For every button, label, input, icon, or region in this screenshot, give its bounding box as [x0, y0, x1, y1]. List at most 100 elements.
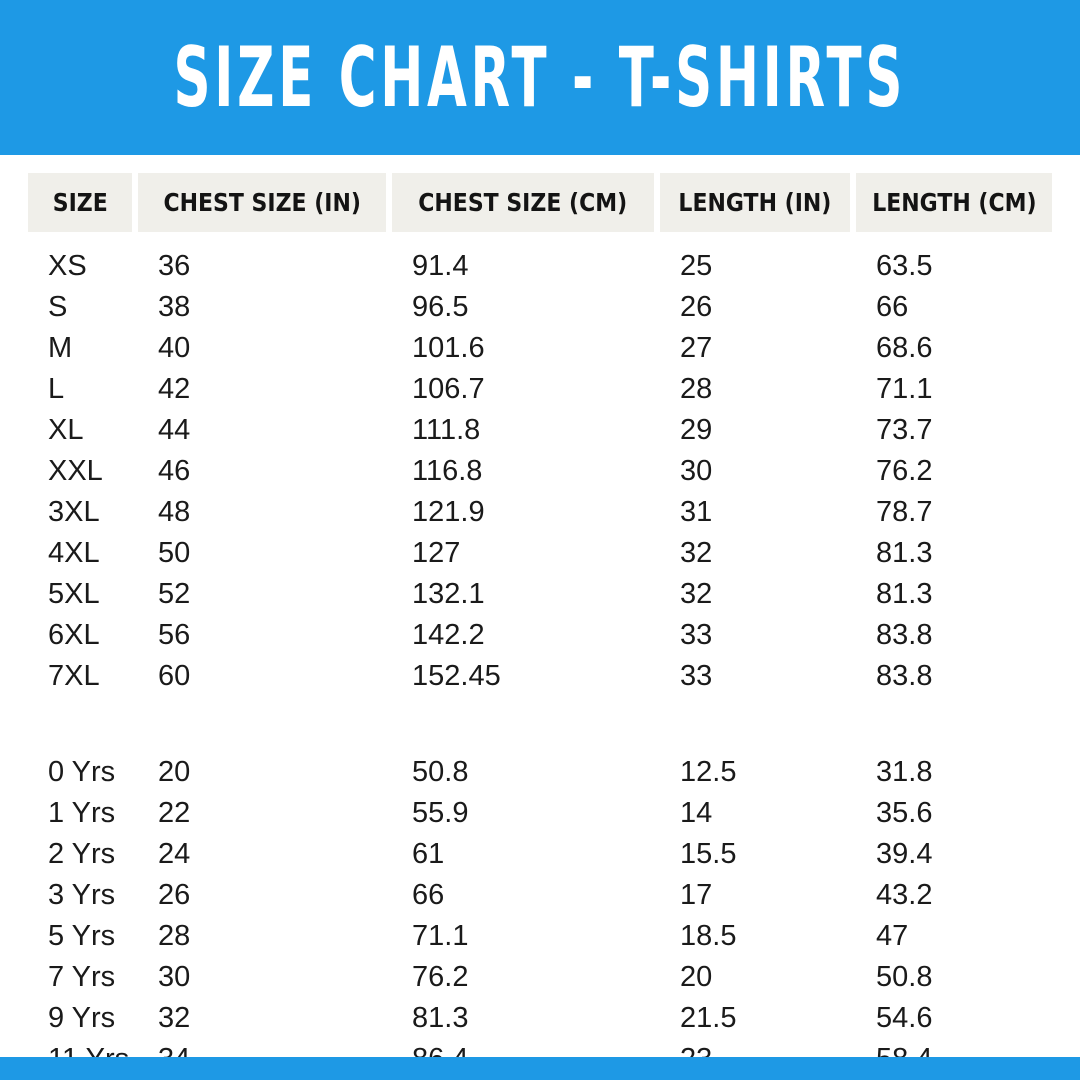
cell-size: S [48, 291, 68, 323]
cell-size: M [48, 332, 73, 364]
table-row: 3 Yrs 26 66 17 43.2 [28, 875, 1052, 916]
cell-chest-in: 56 [158, 619, 191, 651]
cell-chest-cm: 121.9 [412, 496, 485, 528]
cell-length-in: 25 [680, 250, 713, 282]
cell-length-cm: 63.5 [876, 250, 933, 282]
cell-size: 7XL [48, 660, 100, 692]
cell-length-cm: 73.7 [876, 414, 933, 446]
cell-length-in: 32 [680, 578, 713, 610]
cell-chest-in: 48 [158, 496, 191, 528]
column-header-size: SIZE [28, 173, 138, 232]
table-row: 4XL 50 127 32 81.3 [28, 533, 1052, 574]
cell-chest-cm: 116.8 [412, 455, 483, 487]
cell-size: 0 Yrs [48, 756, 116, 788]
cell-size: 5XL [48, 578, 100, 610]
table-row: 3XL 48 121.9 31 78.7 [28, 492, 1052, 533]
page-title: SIZE CHART - T-SHIRTS [173, 29, 907, 126]
table-row: S 38 96.5 26 66 [28, 287, 1052, 328]
table-row: M 40 101.6 27 68.6 [28, 328, 1052, 369]
column-header-chest-in: CHEST SIZE (IN) [138, 173, 392, 232]
cell-length-in: 21.5 [680, 1002, 737, 1034]
cell-length-cm: 31.8 [876, 756, 933, 788]
column-header-chest-cm-label: CHEST SIZE (CM) [418, 188, 628, 217]
cell-chest-in: 40 [158, 332, 191, 364]
cell-chest-cm: 66 [412, 879, 445, 911]
cell-chest-cm: 127 [412, 537, 461, 569]
cell-length-cm: 47 [876, 920, 909, 952]
footer-strip [0, 1057, 1080, 1080]
cell-chest-in: 30 [158, 961, 191, 993]
section-spacer-row [28, 697, 1052, 752]
cell-size: XXL [48, 455, 103, 487]
header-banner: SIZE CHART - T-SHIRTS [0, 0, 1080, 155]
cell-size: 9 Yrs [48, 1002, 116, 1034]
cell-chest-in: 20 [158, 756, 191, 788]
column-header-length-in-label: LENGTH (IN) [678, 188, 832, 217]
cell-size: 2 Yrs [48, 838, 116, 870]
cell-chest-cm: 101.6 [412, 332, 485, 364]
column-header-length-in: LENGTH (IN) [660, 173, 856, 232]
spacer-cell [28, 697, 138, 752]
cell-chest-in: 32 [158, 1002, 191, 1034]
cell-length-in: 14 [680, 797, 713, 829]
cell-chest-cm: 81.3 [412, 1002, 469, 1034]
cell-chest-in: 60 [158, 660, 191, 692]
column-header-chest-in-label: CHEST SIZE (IN) [163, 188, 361, 217]
cell-length-in: 18.5 [680, 920, 737, 952]
cell-size: 3XL [48, 496, 100, 528]
table-header: SIZE CHEST SIZE (IN) CHEST SIZE (CM) LEN… [28, 173, 1052, 232]
cell-chest-cm: 96.5 [412, 291, 469, 323]
spacer-cell [856, 697, 1052, 752]
cell-chest-in: 28 [158, 920, 191, 952]
cell-length-in: 26 [680, 291, 713, 323]
cell-size: 7 Yrs [48, 961, 116, 993]
cell-length-cm: 66 [876, 291, 909, 323]
table-row: 2 Yrs 24 61 15.5 39.4 [28, 834, 1052, 875]
cell-size: 6XL [48, 619, 100, 651]
cell-chest-cm: 106.7 [412, 373, 485, 405]
cell-chest-cm: 132.1 [412, 578, 485, 610]
cell-size: XL [48, 414, 84, 446]
cell-length-in: 32 [680, 537, 713, 569]
table-row: 9 Yrs 32 81.3 21.5 54.6 [28, 998, 1052, 1039]
cell-size: L [48, 373, 65, 405]
cell-chest-cm: 71.1 [412, 920, 469, 952]
cell-size: XS [48, 250, 87, 282]
column-header-length-cm-label: LENGTH (CM) [871, 188, 1037, 217]
cell-size: 5 Yrs [48, 920, 116, 952]
cell-length-cm: 50.8 [876, 961, 933, 993]
cell-size: 4XL [48, 537, 100, 569]
cell-chest-cm: 142.2 [412, 619, 485, 651]
cell-length-in: 12.5 [680, 756, 737, 788]
cell-length-in: 31 [680, 496, 713, 528]
cell-chest-in: 26 [158, 879, 191, 911]
cell-length-in: 29 [680, 414, 713, 446]
column-header-chest-cm: CHEST SIZE (CM) [392, 173, 660, 232]
cell-chest-cm: 111.8 [412, 414, 481, 446]
cell-size: 3 Yrs [48, 879, 116, 911]
cell-chest-in: 38 [158, 291, 191, 323]
cell-length-cm: 76.2 [876, 455, 933, 487]
cell-length-cm: 35.6 [876, 797, 933, 829]
cell-length-in: 33 [680, 660, 713, 692]
cell-length-in: 17 [680, 879, 713, 911]
cell-length-cm: 83.8 [876, 660, 933, 692]
cell-chest-in: 24 [158, 838, 191, 870]
cell-chest-in: 52 [158, 578, 191, 610]
cell-length-cm: 43.2 [876, 879, 933, 911]
cell-chest-in: 50 [158, 537, 191, 569]
cell-length-cm: 39.4 [876, 838, 933, 870]
cell-chest-cm: 76.2 [412, 961, 469, 993]
cell-chest-cm: 50.8 [412, 756, 469, 788]
size-chart-table: SIZE CHEST SIZE (IN) CHEST SIZE (CM) LEN… [28, 173, 1052, 1080]
table-row: 7 Yrs 30 76.2 20 50.8 [28, 957, 1052, 998]
cell-chest-in: 42 [158, 373, 191, 405]
table-row: 7XL 60 152.45 33 83.8 [28, 656, 1052, 697]
cell-chest-cm: 61 [412, 838, 445, 870]
table-row: XL 44 111.8 29 73.7 [28, 410, 1052, 451]
cell-chest-in: 46 [158, 455, 191, 487]
table-row: 0 Yrs 20 50.8 12.5 31.8 [28, 752, 1052, 793]
cell-chest-cm: 55.9 [412, 797, 469, 829]
cell-length-cm: 78.7 [876, 496, 933, 528]
cell-size: 1 Yrs [48, 797, 116, 829]
